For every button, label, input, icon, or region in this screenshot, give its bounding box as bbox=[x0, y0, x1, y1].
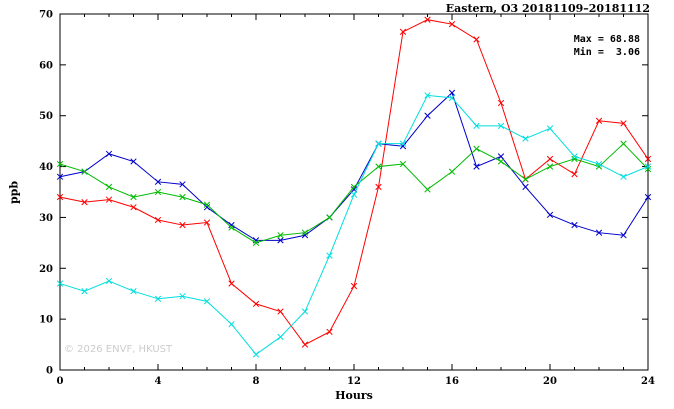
y-tick-label: 40 bbox=[39, 162, 53, 173]
y-tick-label: 10 bbox=[39, 315, 53, 326]
x-tick-label: 12 bbox=[347, 376, 361, 387]
y-axis-label: ppb bbox=[7, 180, 21, 205]
x-tick-label: 8 bbox=[253, 376, 260, 387]
watermark-text: © 2026 ENVF, HKUST bbox=[64, 344, 173, 355]
x-tick-label: 24 bbox=[641, 376, 655, 387]
chart-title: Eastern, O3 20181109–20181112 bbox=[445, 2, 650, 15]
x-axis-label: Hours bbox=[335, 389, 373, 402]
y-tick-label: 0 bbox=[46, 366, 53, 377]
x-tick-label: 16 bbox=[445, 376, 459, 387]
y-tick-label: 50 bbox=[39, 111, 53, 122]
x-axis-minor-ticks bbox=[84, 14, 624, 370]
series-markers-green bbox=[56, 140, 652, 247]
y-tick-label: 30 bbox=[39, 213, 53, 224]
y-tick-label: 60 bbox=[39, 60, 53, 71]
series-line-cyan bbox=[59, 94, 649, 356]
series-markers-blue bbox=[56, 89, 652, 244]
y-axis-ticks: 0 10 20 30 40 50 60 70 bbox=[39, 10, 648, 377]
series-markers-cyan bbox=[56, 92, 652, 358]
x-axis-ticks: 0 4 8 12 16 20 24 bbox=[57, 14, 655, 387]
series-markers-red bbox=[56, 16, 652, 348]
stats-box: Max = 68.88 Min = 3.06 bbox=[574, 33, 640, 59]
y-tick-label: 20 bbox=[39, 264, 53, 275]
x-tick-label: 20 bbox=[543, 376, 557, 387]
plot-border bbox=[59, 13, 649, 371]
max-value-label: Max = 68.88 bbox=[573, 34, 640, 45]
y-tick-label: 70 bbox=[39, 10, 53, 21]
series-line-blue bbox=[59, 91, 649, 241]
series-line-green bbox=[59, 142, 649, 244]
x-tick-label: 4 bbox=[155, 376, 162, 387]
min-value-label: Min = 3.06 bbox=[573, 47, 640, 58]
x-tick-label: 0 bbox=[57, 376, 64, 387]
